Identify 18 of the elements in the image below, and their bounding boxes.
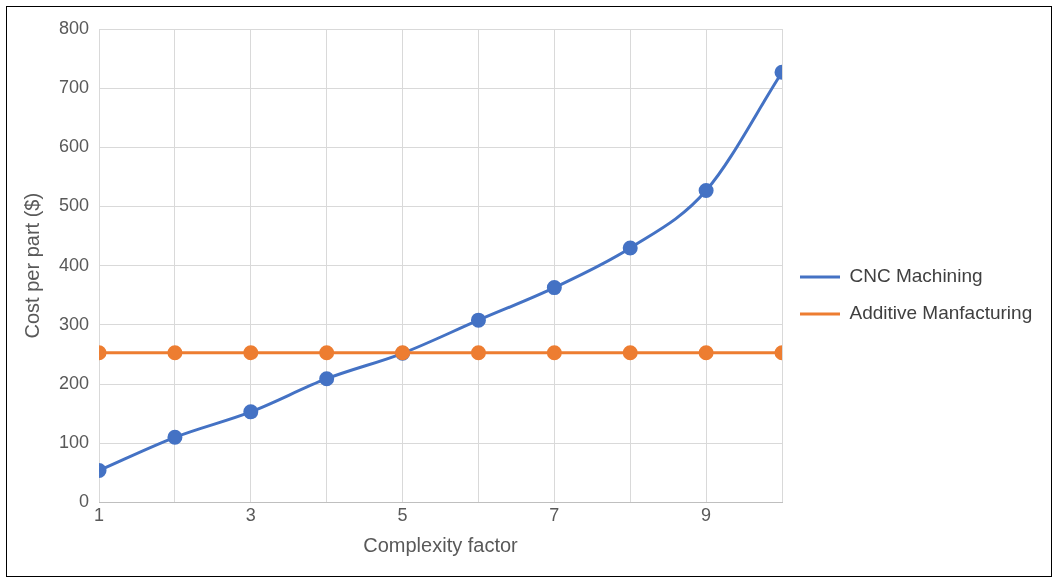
y-tick-label: 300 [58, 313, 90, 334]
y-tick-label: 100 [58, 432, 90, 453]
x-tick-label: 1 [94, 505, 105, 526]
y-tick-label: 800 [58, 17, 90, 38]
x-tick-label: 5 [397, 505, 408, 526]
y-tick-label: 200 [58, 373, 90, 394]
y-tick-label: 500 [58, 195, 90, 216]
x-axis-title: Complexity factor [363, 533, 519, 556]
x-tick-label: 3 [245, 505, 256, 526]
legend-label: Additive Manfacturing [849, 302, 1033, 324]
y-tick-label: 700 [58, 77, 90, 98]
y-tick-label: 600 [58, 136, 90, 157]
legend-label: CNC Machining [849, 265, 983, 287]
x-tick-label: 7 [549, 505, 560, 526]
y-axis-title: Cost per part ($) [20, 192, 43, 339]
x-tick-label: 9 [701, 505, 712, 526]
y-tick-label: 400 [58, 254, 90, 275]
y-tick-label: 0 [79, 491, 90, 512]
